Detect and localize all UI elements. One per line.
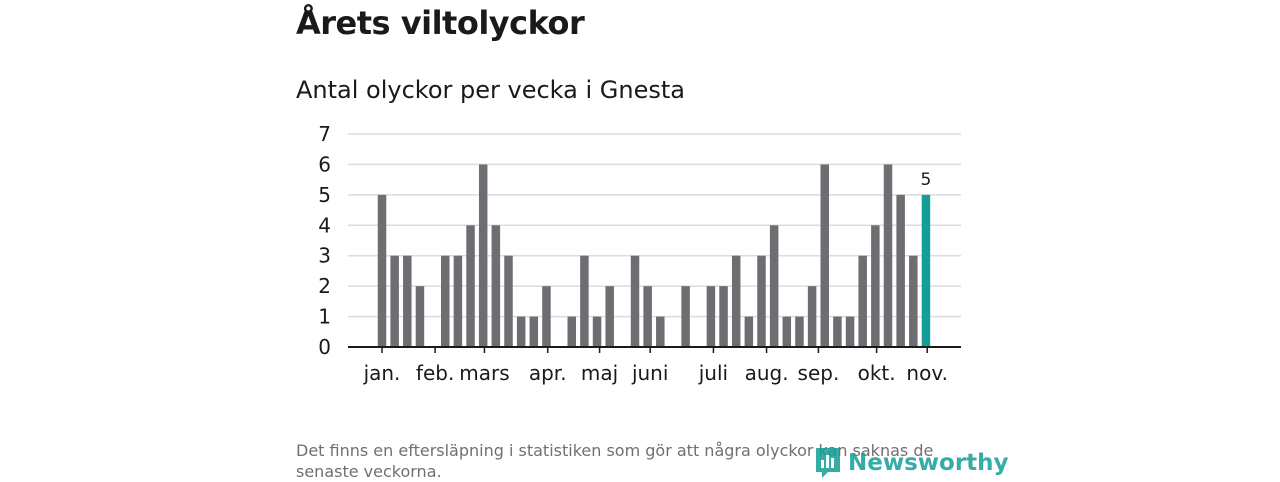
bar [883, 164, 893, 347]
bar [516, 316, 526, 347]
bar [782, 316, 792, 347]
bar [592, 316, 602, 347]
y-tick-label: 2 [318, 274, 331, 298]
bar [478, 164, 488, 347]
bar [681, 286, 690, 347]
bar-chart: 0 1 2 3 4 5 6 7 jan. feb. mars apr. maj juni juli aug.… [318, 122, 961, 385]
x-tick-label: juli [698, 361, 728, 385]
footnote: Det finns en eftersläpning i statistiken… [296, 441, 934, 481]
bar [807, 286, 817, 347]
brand-logo: Newsworthy [814, 446, 1009, 480]
bar [833, 316, 842, 347]
y-tick-label: 4 [318, 213, 331, 237]
bar [403, 255, 412, 347]
bar [504, 255, 513, 347]
bars [377, 164, 931, 347]
bar [795, 316, 804, 347]
bar [453, 255, 463, 347]
bar [643, 286, 652, 347]
bar [390, 255, 399, 347]
bar [706, 286, 716, 347]
bar [529, 316, 539, 347]
bar [415, 286, 425, 347]
newsworthy-logo-icon [816, 448, 840, 478]
y-tick-label: 1 [318, 305, 331, 329]
bar [656, 316, 665, 347]
chart-subtitle: Antal olyckor per vecka i Gnesta [296, 76, 685, 104]
y-tick-label: 7 [318, 122, 331, 146]
bar [441, 255, 450, 347]
y-tick-label: 6 [318, 152, 331, 176]
bar [491, 225, 501, 347]
bar [757, 255, 766, 347]
gridlines [348, 133, 961, 318]
x-tick-label: maj [581, 361, 618, 385]
brand-name: Newsworthy [848, 450, 1009, 476]
y-axis-ticks: 0 1 2 3 4 5 6 7 [318, 122, 331, 359]
bar [858, 255, 867, 347]
x-axis: jan. feb. mars apr. maj juni juli aug. sep. okt. n… [348, 346, 961, 385]
bar [466, 225, 475, 347]
data-labels: 5 [921, 170, 932, 190]
bar [871, 225, 880, 347]
x-tick-label: juni [631, 361, 668, 385]
bar [845, 316, 855, 347]
y-tick-label: 5 [318, 183, 331, 207]
x-tick-label: feb. [416, 361, 454, 385]
x-tick-label: sep. [798, 361, 840, 385]
y-tick-label: 3 [318, 244, 331, 268]
bar [719, 286, 728, 347]
bar [896, 194, 905, 347]
bar [580, 255, 589, 347]
bar [769, 225, 779, 347]
bar-highlight [921, 194, 931, 347]
bar [605, 286, 614, 347]
x-tick-label: aug. [745, 361, 789, 385]
bar [731, 255, 741, 347]
bar [744, 316, 754, 347]
page-title: Årets viltolyckor [296, 4, 585, 42]
bar [377, 194, 387, 347]
x-tick-label: okt. [858, 361, 896, 385]
y-tick-label: 0 [318, 335, 331, 359]
bar [630, 255, 640, 347]
x-tick-label: nov. [906, 361, 948, 385]
bar [820, 164, 829, 347]
x-tick-label: apr. [529, 361, 567, 385]
bar [542, 286, 551, 347]
bar [909, 255, 918, 347]
x-tick-label: mars [459, 361, 509, 385]
data-label: 5 [921, 170, 932, 190]
x-tick-label: jan. [363, 361, 401, 385]
bar [567, 316, 576, 347]
